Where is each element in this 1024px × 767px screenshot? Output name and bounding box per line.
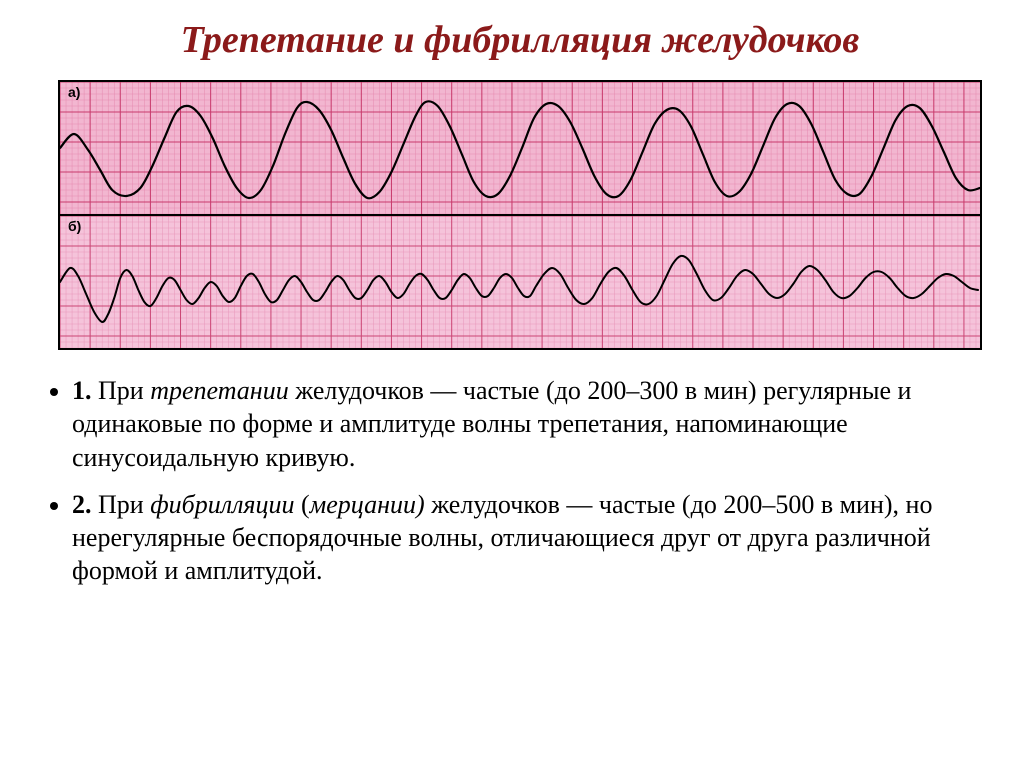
- note-2-num: 2.: [72, 490, 92, 519]
- note-item-2: 2. При фибрилляции (мерцании) желудочков…: [72, 488, 992, 588]
- ecg-label-b: б): [68, 218, 81, 234]
- ecg-label-a: а): [68, 84, 80, 100]
- note-1-num: 1.: [72, 376, 92, 405]
- ecg-svg-b: [60, 216, 980, 348]
- ecg-strip-b: б): [60, 214, 980, 348]
- ecg-svg-a: [60, 82, 980, 214]
- slide-title: Трепетание и фибрилляция желудочков: [44, 18, 996, 62]
- notes-list: 1. При трепетании желудочков — частые (д…: [44, 374, 992, 588]
- ecg-strip-a: а): [60, 82, 980, 214]
- note-item-1: 1. При трепетании желудочков — частые (д…: [72, 374, 992, 474]
- ecg-container: а) б): [58, 80, 982, 350]
